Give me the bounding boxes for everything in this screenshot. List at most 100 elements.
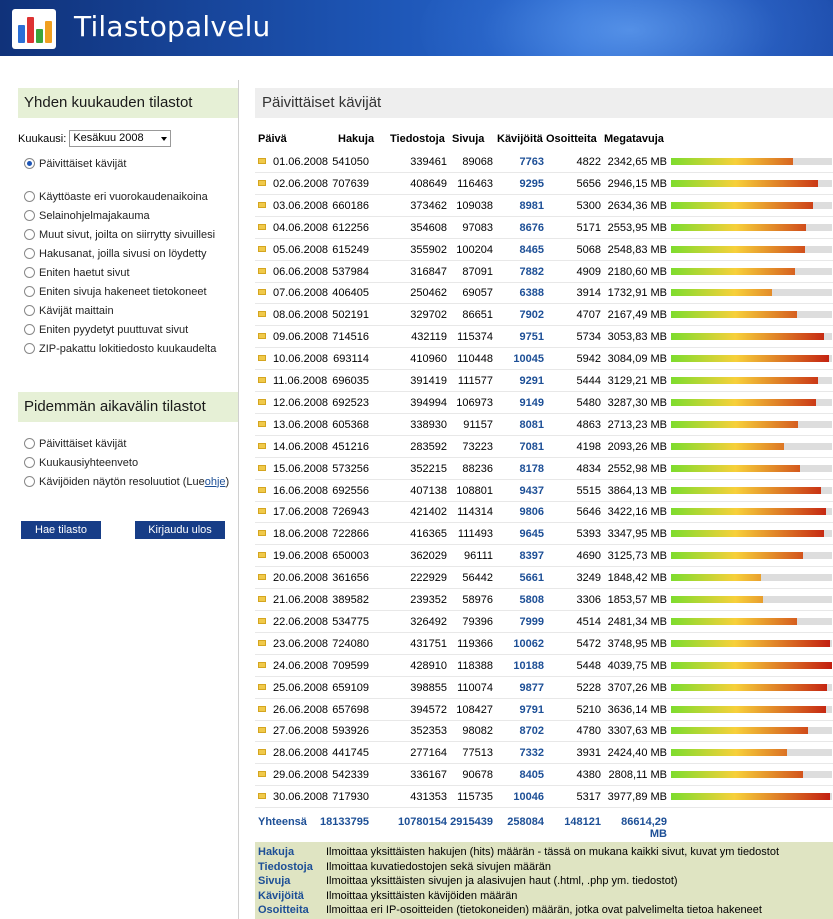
row-pages: 108801 (456, 484, 493, 497)
row-addresses: 4822 (576, 156, 601, 168)
row-visitors[interactable]: 9791 (519, 703, 544, 716)
radio-icon[interactable] (24, 324, 35, 335)
radio-top-hosts[interactable]: Eniten sivuja hakeneet tietokoneet (18, 282, 238, 301)
row-visitors[interactable]: 9291 (519, 375, 544, 387)
row-visitors[interactable]: 7081 (519, 440, 544, 453)
usage-bar-fill (671, 311, 797, 319)
radio-screen-resolutions[interactable]: Kävijöiden näytön resoluutiot (Lue ohje) (18, 472, 238, 491)
folder-icon (258, 245, 266, 252)
usage-bar-fill (671, 552, 804, 560)
row-visitors[interactable]: 8676 (519, 221, 544, 234)
row-pages: 115735 (457, 791, 493, 804)
radio-browsers[interactable]: Selainohjelmajakauma (18, 206, 238, 225)
radio-icon[interactable] (24, 158, 35, 169)
radio-label: Eniten pyydetyt puuttuvat sivut (39, 323, 189, 336)
help-link[interactable]: ohje (204, 475, 226, 488)
table-row: 28.06.2008 441745 277164 77513 7332 3931 2424,… (255, 742, 833, 765)
row-visitors[interactable]: 8405 (519, 769, 544, 782)
radio-icon[interactable] (24, 305, 35, 316)
row-files: 250462 (410, 287, 447, 300)
usage-bar (671, 552, 832, 560)
row-visitors[interactable]: 9645 (519, 528, 544, 541)
row-date: 29.06.2008 (273, 769, 329, 782)
row-visitors[interactable]: 7332 (519, 747, 544, 760)
row-megabytes: 2093,26 MB (607, 440, 667, 453)
row-visitors[interactable]: 8397 (519, 550, 544, 563)
col-header-addresses: Osoitteita (546, 133, 597, 145)
row-visitors[interactable]: 7999 (519, 615, 544, 628)
radio-icon[interactable] (24, 476, 35, 487)
row-visitors[interactable]: 7882 (519, 265, 544, 278)
radio-referrers[interactable]: Muut sivut, joilta on siirrytty sivuille… (18, 225, 238, 244)
radio-monthly-summary[interactable]: Kuukausiyhteenveto (18, 453, 238, 472)
radio-icon[interactable] (24, 248, 35, 259)
row-megabytes: 3864,13 MB (607, 484, 667, 497)
radio-icon[interactable] (24, 457, 35, 468)
row-visitors[interactable]: 9149 (519, 396, 544, 409)
radio-long-daily-visitors[interactable]: Päivittäiset kävijät (18, 434, 238, 453)
radio-usage-by-time[interactable]: Käyttöaste eri vuorokaudenaikoina (18, 187, 238, 206)
row-visitors[interactable]: 9806 (519, 506, 544, 519)
row-divider (255, 588, 833, 590)
radio-icon[interactable] (24, 267, 35, 278)
table-row: 08.06.2008 502191 329702 86651 7902 4707 2167,… (255, 304, 833, 327)
radio-missing-pages[interactable]: Eniten pyydetyt puuttuvat sivut (18, 320, 238, 339)
radio-label: Kävijöiden näytön resoluutiot (Lue (39, 475, 205, 488)
row-megabytes: 2424,40 MB (607, 747, 667, 760)
row-date: 03.06.2008 (273, 199, 329, 212)
radio-daily-visitors[interactable]: Päivittäiset kävijät (18, 154, 238, 173)
row-visitors[interactable]: 9877 (519, 681, 544, 694)
row-megabytes: 3307,63 MB (607, 725, 667, 738)
row-visitors[interactable]: 10188 (513, 659, 544, 672)
radio-label: Käyttöaste eri vuorokaudenaikoina (39, 190, 208, 203)
submit-stats-button[interactable]: Hae tilasto (21, 521, 101, 539)
logout-button[interactable]: Kirjaudu ulos (135, 521, 225, 539)
row-hits: 696035 (332, 375, 369, 387)
month-select[interactable]: Kesäkuu 2008 (69, 130, 172, 147)
radio-icon[interactable] (24, 229, 35, 240)
row-date: 11.06.2008 (273, 375, 328, 387)
row-visitors[interactable]: 10046 (513, 791, 544, 804)
radio-top-pages[interactable]: Eniten haetut sivut (18, 263, 238, 282)
row-visitors[interactable]: 10045 (513, 353, 544, 366)
radio-icon[interactable] (24, 438, 35, 449)
row-files: 326492 (410, 615, 447, 628)
row-files: 394572 (410, 703, 447, 716)
row-hits: 615249 (332, 243, 369, 256)
radio-zip-log[interactable]: ZIP-pakattu lokitiedosto kuukaudelta (18, 339, 238, 358)
radio-icon[interactable] (24, 343, 35, 354)
row-visitors[interactable]: 8465 (519, 243, 544, 256)
row-visitors[interactable]: 9437 (519, 484, 544, 497)
row-visitors[interactable]: 7763 (519, 156, 544, 168)
radio-icon[interactable] (24, 191, 35, 202)
radio-search-terms[interactable]: Hakusanat, joilla sivusi on löydetty (18, 244, 238, 263)
row-visitors[interactable]: 8178 (519, 462, 544, 475)
row-date: 27.06.2008 (273, 725, 329, 738)
row-visitors[interactable]: 10062 (513, 637, 544, 650)
radio-icon[interactable] (24, 210, 35, 221)
radio-icon[interactable] (24, 286, 35, 297)
usage-bar-fill (671, 596, 763, 603)
legend-row: Osoitteita Ilmoittaa eri IP-osoitteiden (… (255, 904, 833, 919)
radio-countries[interactable]: Kävijät maittain (18, 301, 238, 320)
usage-bar-fill (671, 705, 826, 713)
row-visitors[interactable]: 5808 (519, 594, 544, 606)
row-visitors[interactable]: 8981 (519, 199, 544, 212)
row-divider (255, 763, 833, 765)
row-visitors[interactable]: 8081 (519, 418, 544, 431)
row-visitors[interactable]: 9295 (519, 177, 544, 190)
usage-bar (671, 245, 832, 253)
row-visitors[interactable]: 6388 (519, 287, 544, 300)
row-visitors[interactable]: 7902 (519, 309, 544, 322)
row-date: 23.06.2008 (273, 637, 329, 650)
row-date: 26.06.2008 (273, 703, 329, 716)
radio-label: Hakusanat, joilla sivusi on löydetty (39, 247, 207, 260)
row-visitors[interactable]: 8702 (519, 725, 544, 738)
row-date: 09.06.2008 (273, 331, 329, 344)
row-files: 336167 (410, 769, 447, 782)
row-visitors[interactable]: 5661 (519, 572, 544, 585)
row-pages: 109038 (456, 199, 493, 212)
table-row: 01.06.2008 541050 339461 89068 7763 4822 2342,… (255, 151, 833, 173)
row-visitors[interactable]: 9751 (519, 331, 544, 344)
row-hits: 361656 (332, 572, 369, 585)
